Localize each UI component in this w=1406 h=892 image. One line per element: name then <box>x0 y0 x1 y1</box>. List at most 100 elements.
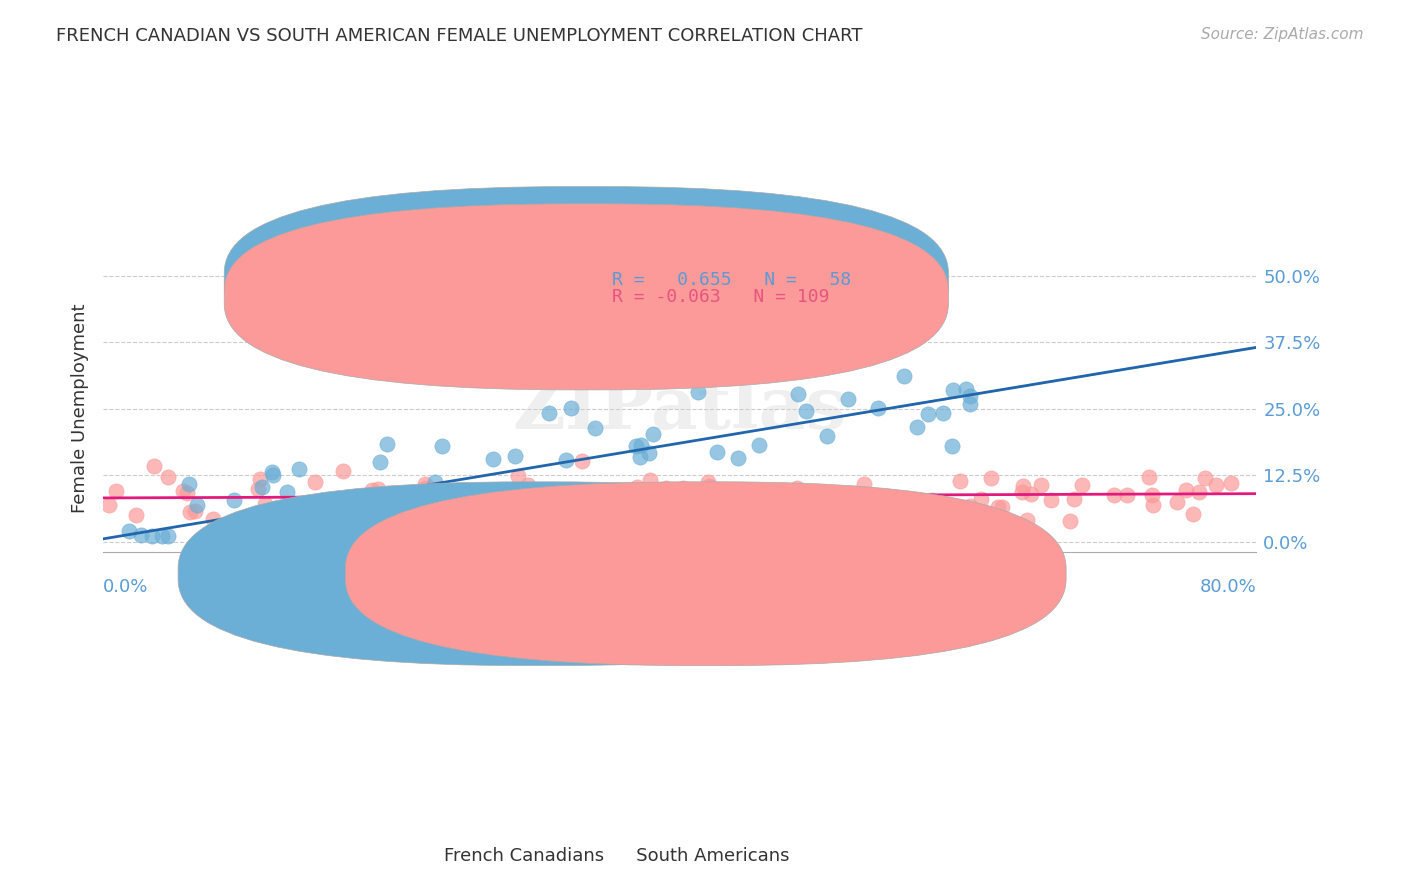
Point <box>643 497 665 511</box>
Point <box>276 484 298 499</box>
Point <box>654 482 676 496</box>
Point <box>502 503 524 517</box>
Point <box>955 382 977 396</box>
Point <box>367 482 389 496</box>
Point <box>423 475 446 489</box>
Point <box>825 508 848 522</box>
Point <box>706 445 728 459</box>
Point <box>1011 484 1033 499</box>
Point <box>588 491 610 506</box>
Point <box>516 477 538 491</box>
Point <box>796 404 818 418</box>
Point <box>457 493 479 508</box>
Point <box>1188 485 1211 500</box>
Point <box>157 470 180 484</box>
Point <box>786 387 808 401</box>
Point <box>872 494 894 508</box>
Point <box>1142 498 1164 512</box>
Point <box>287 521 309 535</box>
FancyBboxPatch shape <box>346 482 1066 665</box>
Point <box>582 495 605 509</box>
Point <box>1039 493 1062 508</box>
Point <box>247 482 270 496</box>
Point <box>413 476 436 491</box>
Point <box>172 484 194 499</box>
Point <box>686 384 709 399</box>
Point <box>905 420 928 434</box>
Point <box>921 493 943 508</box>
Point <box>470 483 492 497</box>
Text: ZIPatlas: ZIPatlas <box>513 373 846 444</box>
Point <box>815 428 838 442</box>
Point <box>928 500 950 514</box>
Point <box>1063 492 1085 507</box>
Point <box>186 499 208 513</box>
Point <box>176 486 198 500</box>
Point <box>250 480 273 494</box>
Point <box>671 497 693 511</box>
Text: FRENCH CANADIAN VS SOUTH AMERICAN FEMALE UNEMPLOYMENT CORRELATION CHART: FRENCH CANADIAN VS SOUTH AMERICAN FEMALE… <box>56 27 863 45</box>
Point <box>990 500 1012 515</box>
Point <box>980 470 1002 484</box>
Point <box>125 508 148 522</box>
Point <box>238 514 260 528</box>
Point <box>1194 471 1216 485</box>
Point <box>184 504 207 518</box>
Point <box>1059 514 1081 528</box>
Point <box>143 458 166 473</box>
Point <box>451 496 474 510</box>
Point <box>638 446 661 460</box>
Point <box>1140 488 1163 502</box>
Point <box>1102 488 1125 502</box>
Point <box>129 527 152 541</box>
Point <box>1220 476 1243 491</box>
Point <box>266 508 288 522</box>
Point <box>628 489 651 503</box>
Point <box>645 493 668 508</box>
Point <box>287 462 309 476</box>
Point <box>260 465 283 479</box>
Point <box>1166 495 1188 509</box>
Point <box>697 479 720 493</box>
Point <box>600 490 623 504</box>
Point <box>727 503 749 517</box>
Point <box>949 474 972 488</box>
Point <box>932 406 955 420</box>
Point <box>911 496 934 510</box>
Point <box>626 480 648 494</box>
Point <box>633 503 655 517</box>
Point <box>368 519 391 533</box>
Point <box>696 475 718 490</box>
Point <box>156 528 179 542</box>
Point <box>641 427 664 442</box>
Point <box>1182 508 1205 522</box>
Point <box>262 467 284 482</box>
Point <box>491 502 513 516</box>
Text: R =   0.655   N =   58: R = 0.655 N = 58 <box>612 270 851 289</box>
Point <box>959 397 981 411</box>
Y-axis label: Female Unemployment: Female Unemployment <box>72 304 89 513</box>
Point <box>993 523 1015 537</box>
Point <box>987 500 1010 514</box>
Point <box>441 509 464 524</box>
Point <box>1137 469 1160 483</box>
Point <box>865 498 887 512</box>
Point <box>375 436 398 450</box>
Text: French Canadians: French Canadians <box>444 847 605 865</box>
Point <box>104 484 127 499</box>
Point <box>612 486 634 500</box>
Point <box>555 453 578 467</box>
Point <box>853 476 876 491</box>
Point <box>932 500 955 514</box>
Point <box>880 507 903 521</box>
Point <box>1012 479 1035 493</box>
Point <box>1115 488 1137 502</box>
Point <box>263 524 285 538</box>
Point <box>959 499 981 513</box>
Point <box>640 306 662 320</box>
Point <box>202 512 225 526</box>
Point <box>560 401 582 416</box>
Point <box>482 451 505 466</box>
Point <box>922 495 945 509</box>
Point <box>413 481 436 495</box>
